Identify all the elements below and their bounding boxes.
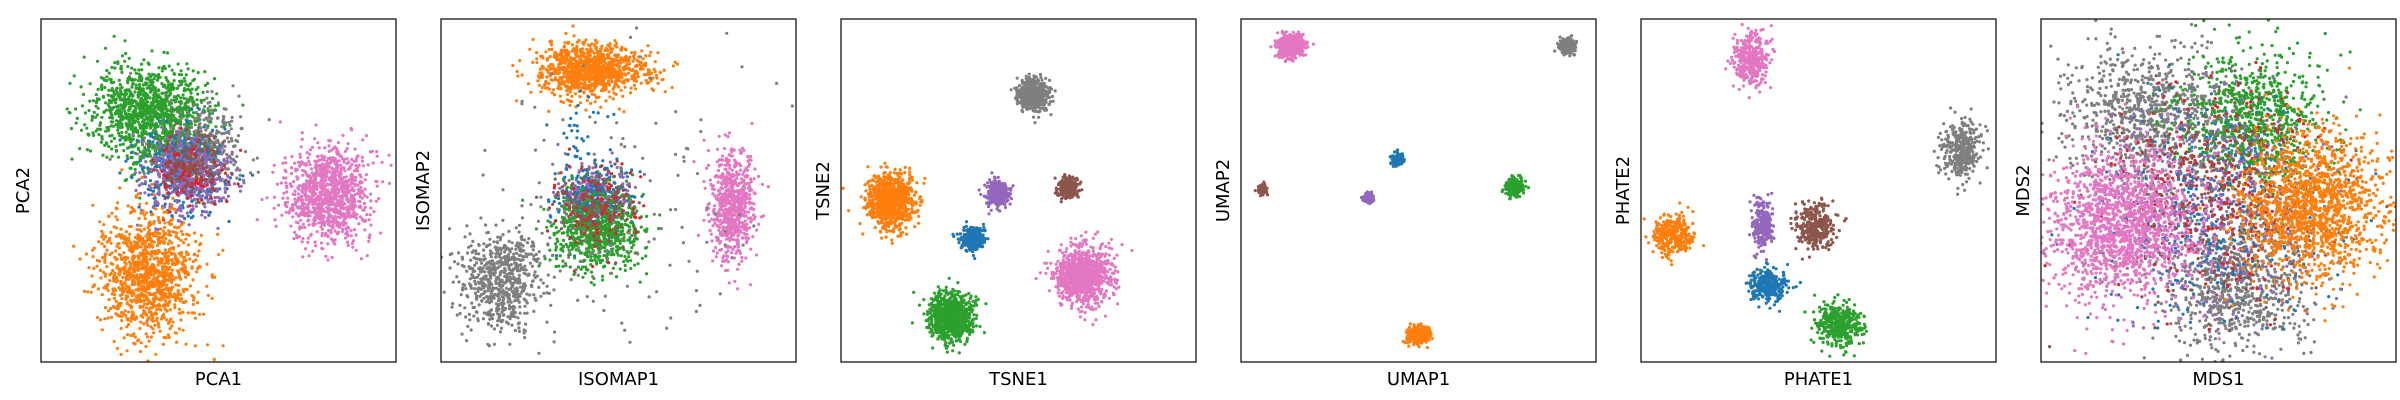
y-axis-label: MDS2 [2013,164,2034,216]
scatter-panel-mds1: MDS1 MDS2 [2013,18,2397,390]
cluster-green [910,276,988,355]
y-axis-label: UMAP2 [1213,159,1234,222]
cluster-pink [1034,230,1134,327]
scatter-points [1253,29,1579,350]
cluster-brown [1053,173,1084,204]
x-axis-label: MDS1 [2192,369,2244,390]
cluster-pink [255,120,393,262]
cluster-orange [2198,66,2396,323]
cluster-gray [1009,72,1057,125]
cluster-purple [1747,191,1776,262]
x-axis-label: TSNE1 [988,369,1048,390]
scatter-points [1642,22,1990,358]
cluster-brown [534,159,641,265]
axes-frame [2040,18,2397,363]
cluster-blue [1744,261,1802,313]
scatter-panel-phate1: PHATE1 PHATE2 [1613,18,1997,390]
cluster-blue [951,220,990,261]
scatter-panel-pca1: PCA1 PCA2 [13,18,397,390]
cluster-gray [1553,34,1579,58]
axes-frame [40,18,397,363]
scatter-panel-umap1: UMAP1 UMAP2 [1213,18,1597,390]
y-axis-label: TSNE2 [813,161,834,221]
scatter-points [441,24,794,355]
axes-frame [1240,18,1597,363]
scatter-panel-tsne1: TSNE1 TSNE2 [813,18,1197,390]
x-axis-label: PHATE1 [1784,369,1853,390]
x-axis-label: PCA1 [195,369,242,390]
axes-frame [1640,18,1997,363]
cluster-blue [1388,148,1406,168]
cluster-pink [1269,29,1315,64]
cluster-brown [147,121,234,206]
axes-frame [440,18,797,363]
cluster-pink [2041,102,2250,355]
y-axis-label: ISOMAP2 [413,150,434,231]
cluster-orange [841,161,927,245]
cluster-brown [1253,180,1270,198]
cluster-orange [1642,201,1706,267]
cluster-purple [1359,190,1376,206]
cluster-orange [1401,322,1434,350]
x-axis-label: ISOMAP1 [578,369,659,390]
cluster-green [1500,173,1531,201]
cluster-blue [545,89,619,214]
scatter-points [2041,19,2396,362]
cluster-pink [1724,22,1776,100]
scatter-points [841,72,1134,355]
axes-frame [840,18,1197,363]
cluster-gray [441,216,571,346]
scatter-points [65,34,393,362]
cluster-green [1803,293,1869,358]
scatter-panel-isomap1: ISOMAP1 ISOMAP2 [413,18,797,390]
cluster-brown [1789,196,1848,261]
y-axis-label: PCA2 [13,167,34,214]
cluster-purple [977,171,1015,216]
x-axis-label: UMAP1 [1387,369,1450,390]
cluster-orange [511,24,644,114]
cluster-gray [1932,106,1990,196]
y-axis-label: PHATE2 [1613,156,1634,225]
cluster-pink [692,121,771,291]
cluster-orange [571,40,680,101]
cluster-gray [465,26,794,355]
cluster-orange [72,168,225,362]
